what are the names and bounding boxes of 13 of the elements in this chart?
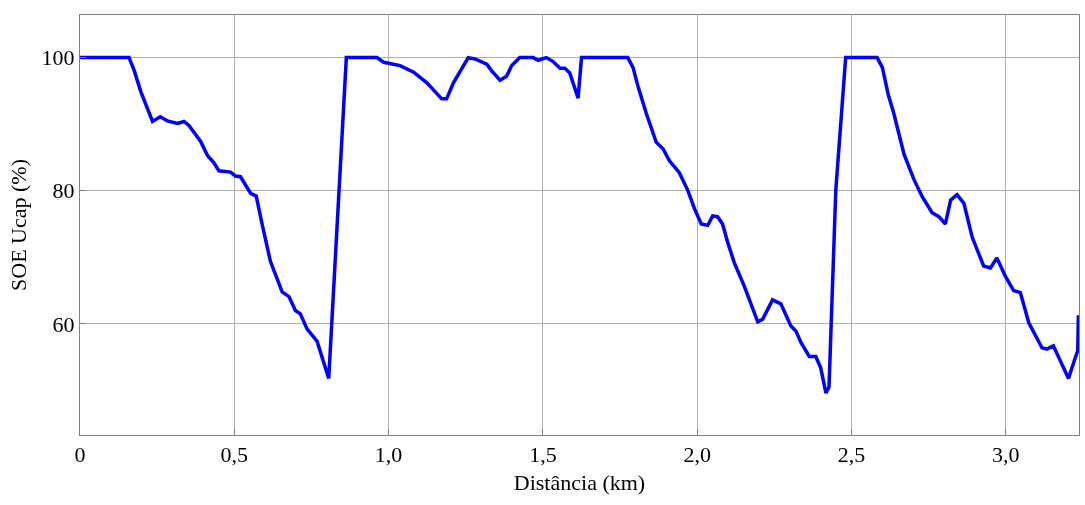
x-tick-label: 3,0 [992, 442, 1020, 468]
y-tick-label: 60 [52, 311, 75, 337]
y-axis-title: SOE Ucap (%) [6, 159, 32, 291]
y-tick-label: 100 [41, 45, 75, 71]
line-series [80, 55, 1079, 395]
x-tick-label: 2,5 [837, 442, 866, 468]
x-tick-label: 0,5 [220, 442, 249, 468]
y-tick-label: 80 [52, 178, 75, 204]
x-tick-label: 2,0 [683, 442, 711, 468]
x-tick-label: 1,5 [529, 442, 557, 468]
x-tick-label: 1,0 [374, 442, 403, 468]
x-tick-label: 0 [74, 442, 86, 468]
x-axis-title: Distância (km) [513, 470, 646, 496]
